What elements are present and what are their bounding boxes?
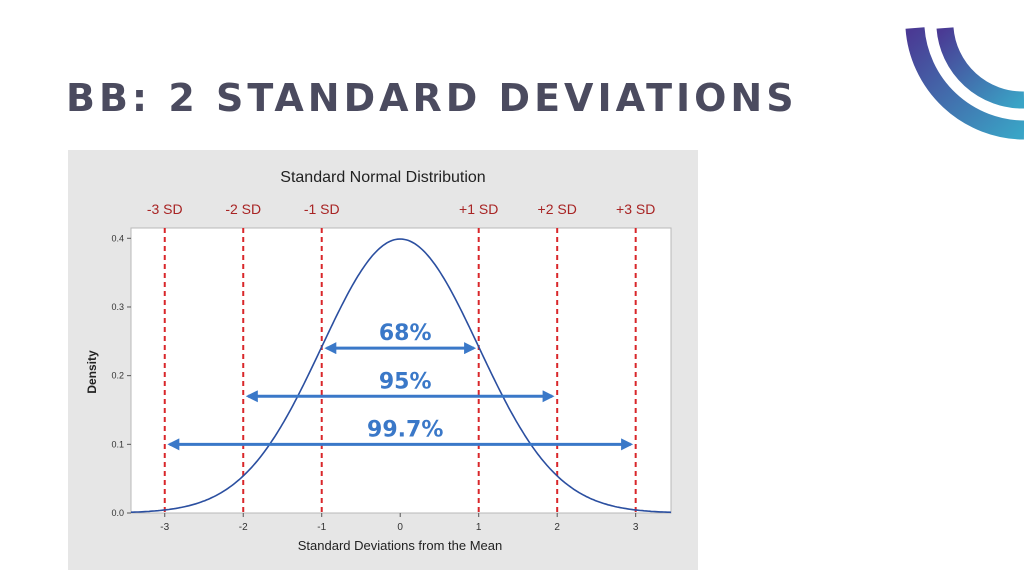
x-tick-label: -3 xyxy=(160,522,169,533)
sd-reference-label: +1 SD xyxy=(459,201,498,217)
concentric-arcs-logo-icon xyxy=(905,27,1024,140)
y-axis-label: Density xyxy=(85,350,99,394)
normal-density-curve xyxy=(131,238,672,514)
slide-title: BB: 2 STANDARD DEVIATIONS xyxy=(66,76,798,120)
x-tick-label: 1 xyxy=(476,522,482,533)
x-tick-label: 2 xyxy=(554,522,560,533)
x-tick-label: -1 xyxy=(317,522,326,533)
sd-reference-label: +3 SD xyxy=(616,201,655,217)
coverage-label: 99.7% xyxy=(367,417,443,442)
x-tick-label: 0 xyxy=(397,522,403,533)
y-tick-label: 0.1 xyxy=(111,439,124,449)
plot-area xyxy=(130,227,672,514)
y-tick-label: 0.3 xyxy=(111,302,124,312)
coverage-label: 95% xyxy=(379,369,432,394)
y-tick-label: 0.0 xyxy=(111,508,124,518)
sd-reference-label: +2 SD xyxy=(538,201,577,217)
sd-reference-label: -2 SD xyxy=(225,201,261,217)
x-axis-label: Standard Deviations from the Mean xyxy=(298,538,503,553)
coverage-label: 68% xyxy=(379,321,432,346)
chart-title: Standard Normal Distribution xyxy=(280,169,485,186)
x-tick-label: -2 xyxy=(239,522,248,533)
sd-reference-label: -1 SD xyxy=(304,201,340,217)
y-tick-label: 0.2 xyxy=(111,371,124,381)
sd-reference-label: -3 SD xyxy=(147,201,183,217)
y-tick-label: 0.4 xyxy=(111,233,124,243)
x-tick-label: 3 xyxy=(633,522,639,533)
